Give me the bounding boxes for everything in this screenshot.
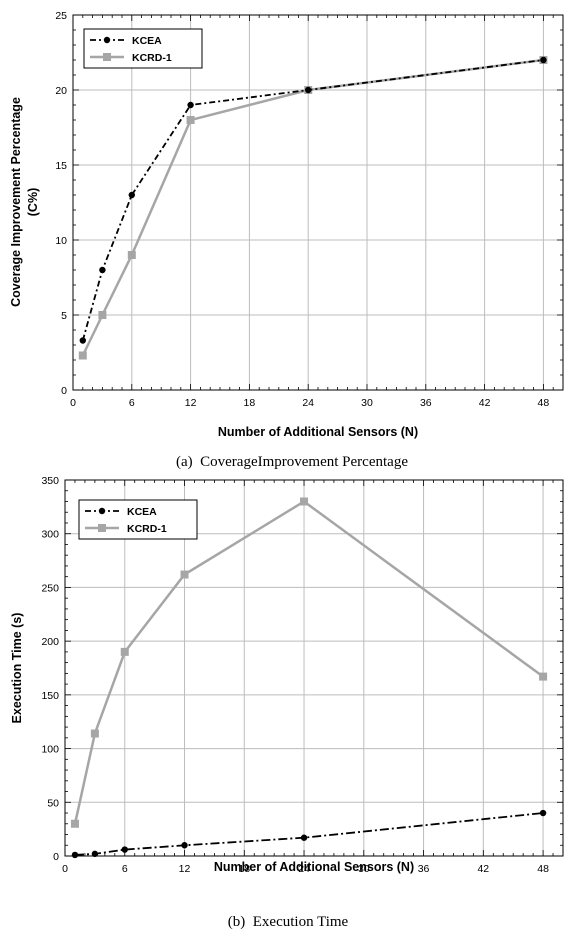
legend-box: [83, 28, 203, 69]
data-point-kcea: [91, 850, 99, 858]
data-point-kcrd-1: [127, 251, 136, 259]
chart-caption: (b) Execution Time: [228, 914, 349, 930]
y-tick-label: 0: [53, 851, 59, 863]
data-point-kcrd-1: [90, 729, 99, 738]
legend: KCEA KCRD-1: [83, 28, 203, 69]
legend-box: [78, 499, 198, 540]
data-point-kcrd-1: [539, 672, 548, 681]
y-tick-label: 25: [55, 10, 67, 22]
y-tick-label: 300: [41, 529, 59, 541]
legend-marker-kcrd-1: [103, 53, 111, 61]
x-tick-label: 0: [70, 397, 76, 409]
data-point-kcrd-1: [300, 497, 309, 506]
data-point-kcrd-1: [186, 116, 195, 124]
x-tick-label: 42: [477, 863, 489, 875]
y-axis-title: Execution Time (s): [10, 613, 24, 724]
y-tick-labels: 0 50 100 150 200 250 300 350: [41, 475, 59, 863]
data-point-kcea: [121, 846, 128, 853]
x-tick-label: 24: [302, 397, 314, 409]
series-line-kcrd-1: [81, 58, 544, 357]
x-tick-label: 12: [179, 863, 191, 875]
x-axis-title: Number of Additional Sensors (N): [214, 860, 414, 874]
x-tick-label: 12: [185, 397, 197, 409]
legend-label-kcrd-1: KCRD-1: [127, 523, 167, 535]
data-point-kcea: [181, 842, 188, 849]
x-tick-label: 6: [122, 863, 128, 875]
x-tick-label: 30: [361, 397, 373, 409]
x-tick-label: 30: [358, 863, 370, 875]
legend-marker-kcea: [98, 507, 106, 515]
legend-marker-kcrd-1: [98, 524, 106, 532]
plot-frame: [72, 14, 564, 391]
chart-execution-time: 0 6 12 18 24 30 36 42 48 0 50 100 150 200 250 300 350 N…: [10, 475, 564, 930]
data-point-kcrd-1: [180, 570, 189, 579]
x-tick-label: 48: [537, 863, 549, 875]
data-point-kcea: [187, 101, 194, 109]
legend-label-kcea: KCEA: [132, 35, 162, 47]
series-line-kcea: [74, 812, 544, 856]
legend: KCEA KCRD-1: [78, 499, 198, 540]
data-point-kcea: [128, 191, 135, 199]
x-tick-label: 42: [479, 397, 491, 409]
y-tick-label: 20: [55, 85, 67, 97]
y-axis-title-unit: (C%): [26, 188, 40, 216]
x-tick-label: 18: [244, 397, 256, 409]
x-tick-label: 48: [538, 397, 550, 409]
y-tick-label: 100: [41, 744, 59, 756]
x-tick-label: 6: [129, 397, 135, 409]
grid: [72, 14, 563, 391]
legend-marker-kcea: [103, 36, 111, 44]
data-point-kcea: [305, 86, 312, 94]
y-tick-label: 10: [55, 235, 67, 247]
data-point-kcrd-1: [120, 647, 129, 656]
y-tick-labels: 0 5 10 15 20 25: [55, 10, 67, 397]
x-tick-label: 24: [298, 863, 310, 875]
data-point-kcea: [71, 851, 79, 859]
y-tick-label: 150: [41, 690, 59, 702]
legend-label-kcrd-1: KCRD-1: [132, 52, 172, 64]
data-point-kcea: [300, 834, 308, 841]
y-axis-title: Coverage Improvement Percentage: [9, 97, 23, 307]
chart-coverage-improvement: 0 6 12 18 24 30 36 42 48 0 5 10 15 20 25 Number of Ad…: [9, 10, 564, 470]
data-point-kcea: [99, 266, 106, 274]
data-point-kcea: [539, 809, 547, 817]
x-tick-labels: 0 6 12 18 24 30 36 42 48: [62, 863, 549, 875]
y-tick-label: 50: [47, 797, 59, 809]
x-tick-label: 0: [62, 863, 68, 875]
x-axis-title: Number of Additional Sensors (N): [218, 425, 418, 439]
series-group: [70, 497, 548, 859]
data-point-kcrd-1: [98, 311, 107, 319]
y-tick-label: 250: [41, 582, 59, 594]
y-tick-label: 200: [41, 636, 59, 648]
tick-marks: [72, 14, 564, 391]
series-line-kcea: [81, 59, 544, 341]
data-point-kcrd-1: [78, 351, 87, 360]
y-tick-label: 15: [55, 160, 67, 172]
chart-caption: (a) CoverageImprovement Percentage: [176, 454, 408, 470]
series-line-kcrd-1: [73, 499, 544, 825]
x-tick-labels: 0 6 12 18 24 30 36 42 48: [70, 397, 549, 409]
data-point-kcea: [540, 56, 547, 64]
y-tick-label: 0: [61, 385, 67, 397]
plot-frame: [64, 479, 564, 857]
x-tick-label: 36: [420, 397, 432, 409]
data-point-kcea: [79, 337, 87, 344]
legend-label-kcea: KCEA: [127, 506, 157, 518]
x-tick-label: 36: [418, 863, 430, 875]
y-tick-label: 350: [41, 475, 59, 487]
y-tick-label: 5: [61, 310, 67, 322]
data-point-kcrd-1: [70, 819, 79, 828]
x-tick-label: 18: [238, 863, 250, 875]
series-group: [78, 56, 548, 360]
